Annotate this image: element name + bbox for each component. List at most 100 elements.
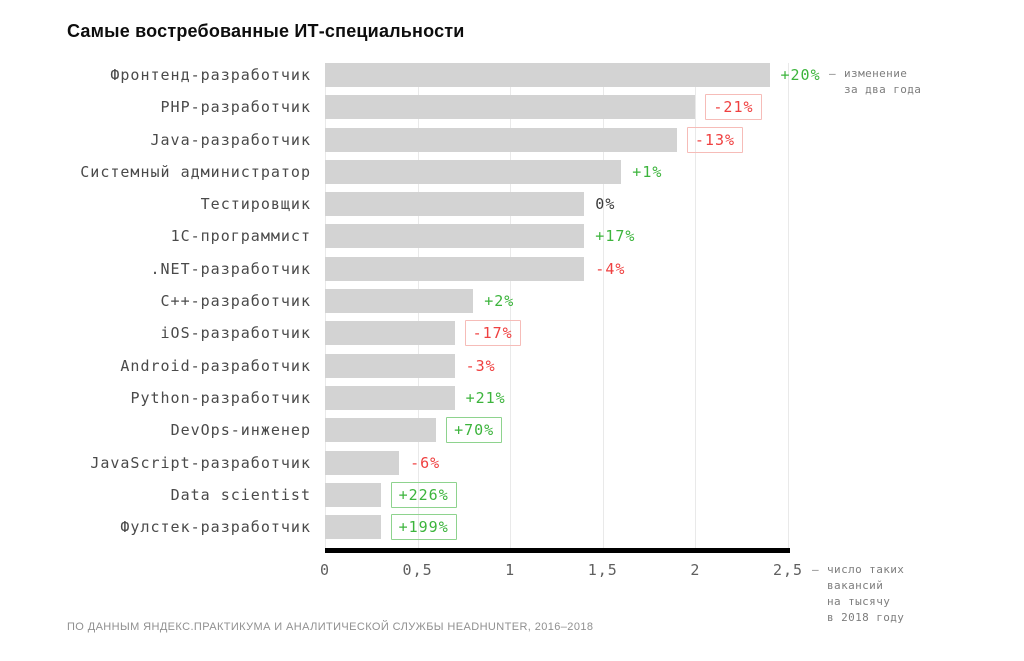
- bar: [325, 450, 400, 475]
- bar-zone: -13%: [325, 126, 744, 153]
- change-label: -4%: [595, 259, 626, 278]
- bar: [325, 256, 585, 281]
- change-label: +20%: [780, 66, 821, 84]
- change-label: +226%: [390, 481, 457, 508]
- change-label: -21%: [705, 94, 762, 121]
- axis-note-lines: число таких вакансий на тысячу в 2018 го…: [827, 563, 904, 624]
- change-label: -17%: [464, 320, 521, 347]
- page-title: Самые востребованные ИТ-специальности: [67, 21, 465, 41]
- change-note-line: за два года: [844, 83, 922, 96]
- bar: [325, 385, 455, 410]
- chart-row: Фронтенд-разработчик +20%: [0, 63, 1024, 87]
- change-label: +17%: [595, 227, 636, 246]
- bar-zone: +70%: [325, 417, 503, 444]
- x-axis-line: [325, 548, 790, 553]
- change-note: — изменение за два года: [829, 67, 921, 96]
- change-label: +70%: [446, 417, 503, 444]
- bar-zone: +2%: [325, 289, 515, 314]
- gridline: [510, 63, 512, 548]
- change-label: -6%: [410, 453, 441, 472]
- x-tick-label: 1,5: [587, 561, 618, 579]
- bar: [325, 95, 696, 120]
- gridline: [788, 63, 789, 548]
- change-label: 0%: [595, 195, 616, 214]
- chart-row: Data scientist +226%: [0, 481, 1024, 508]
- chart-row: Android-разработчик -3%: [0, 353, 1024, 378]
- chart-row: Тестировщик 0%: [0, 192, 1024, 217]
- chart-row: Java-разработчик -13%: [0, 126, 1024, 153]
- gridline: [695, 63, 697, 548]
- x-axis-ticks: 0 0,5 1 1,5 2 2,5: [320, 561, 802, 579]
- category-label: JavaScript-разработчик: [90, 453, 311, 472]
- category-label: iOS-разработчик: [160, 324, 311, 343]
- bar-zone: +20%: [325, 63, 821, 87]
- axis-note-line: число таких: [827, 563, 905, 576]
- chart-row: PHP-разработчик -21%: [0, 94, 1024, 121]
- bar-zone: +21%: [325, 385, 506, 410]
- footer-source: ПО ДАННЫМ ЯНДЕКС.ПРАКТИКУМА И АНАЛИТИЧЕС…: [67, 621, 594, 633]
- chart-row: C++-разработчик +2%: [0, 289, 1024, 314]
- x-tick-label: 2,5: [772, 561, 804, 579]
- bar: [325, 515, 381, 540]
- change-label: -13%: [686, 126, 744, 153]
- category-label: Android-разработчик: [120, 356, 311, 375]
- bar: [325, 127, 677, 152]
- chart-row: DevOps-инженер +70%: [0, 417, 1024, 444]
- axis-note-line: в 2018 году: [827, 611, 905, 624]
- x-tick-label: 1: [505, 561, 516, 579]
- chart-row: JavaScript-разработчик -6%: [0, 450, 1024, 475]
- chart-row: Фулстек-разработчик +199%: [0, 514, 1024, 541]
- bar: [325, 321, 455, 346]
- category-label: Фронтенд-разработчик: [110, 66, 311, 84]
- bar: [325, 289, 474, 314]
- note-dash: —: [812, 563, 820, 576]
- chart-row: .NET-разработчик -4%: [0, 256, 1024, 281]
- category-label: Java-разработчик: [150, 130, 311, 149]
- category-label: Тестировщик: [200, 195, 311, 214]
- axis-note-line: вакансий: [827, 579, 884, 592]
- bar-zone: 0%: [325, 192, 616, 217]
- change-note-lines: изменение за два года: [844, 67, 921, 96]
- chart-rows: Фронтенд-разработчик +20% PHP-разработчик -…: [0, 63, 1024, 541]
- category-label: DevOps-инженер: [170, 421, 311, 440]
- change-note-line: изменение: [844, 67, 908, 80]
- category-label: PHP-разработчик: [160, 98, 311, 117]
- category-label: Системный администратор: [80, 162, 311, 181]
- bar-zone: +226%: [325, 481, 457, 508]
- bar-zone: +1%: [325, 159, 663, 184]
- bar-zone: +199%: [325, 514, 457, 541]
- x-tick-label: 0: [319, 561, 331, 579]
- bar: [325, 482, 381, 507]
- category-label: Фулстек-разработчик: [120, 518, 311, 537]
- bar-zone: -4%: [325, 256, 626, 281]
- change-label: -3%: [465, 356, 496, 375]
- category-label: Data scientist: [170, 485, 311, 504]
- bar: [325, 224, 585, 249]
- bar-zone: -21%: [325, 94, 762, 121]
- bar-zone: +17%: [325, 224, 636, 249]
- gridline: [602, 63, 604, 548]
- chart-row: iOS-разработчик -17%: [0, 320, 1024, 347]
- category-label: 1С-программист: [170, 227, 311, 246]
- bar-zone: -6%: [325, 450, 441, 475]
- category-label: Python-разработчик: [130, 388, 311, 407]
- change-label: +2%: [484, 292, 515, 311]
- note-dash: —: [829, 67, 837, 80]
- bar: [325, 159, 622, 184]
- bar: [325, 353, 455, 378]
- category-label: .NET-разработчик: [150, 259, 311, 278]
- chart-row: 1С-программист +17%: [0, 224, 1024, 249]
- change-label: +21%: [465, 388, 506, 407]
- bar: [325, 192, 585, 217]
- x-tick-label: 0,5: [402, 561, 433, 579]
- chart-row: Системный администратор +1%: [0, 159, 1024, 184]
- bar: [325, 418, 437, 443]
- category-label: C++-разработчик: [160, 292, 311, 311]
- bar-zone: -17%: [325, 320, 521, 347]
- bar: [325, 63, 770, 87]
- change-label: +199%: [390, 514, 457, 541]
- x-tick-label: 2: [690, 561, 701, 579]
- change-label: +1%: [632, 162, 663, 181]
- axis-note: — число таких вакансий на тысячу в 2018 …: [812, 563, 904, 624]
- bar-zone: -3%: [325, 353, 496, 378]
